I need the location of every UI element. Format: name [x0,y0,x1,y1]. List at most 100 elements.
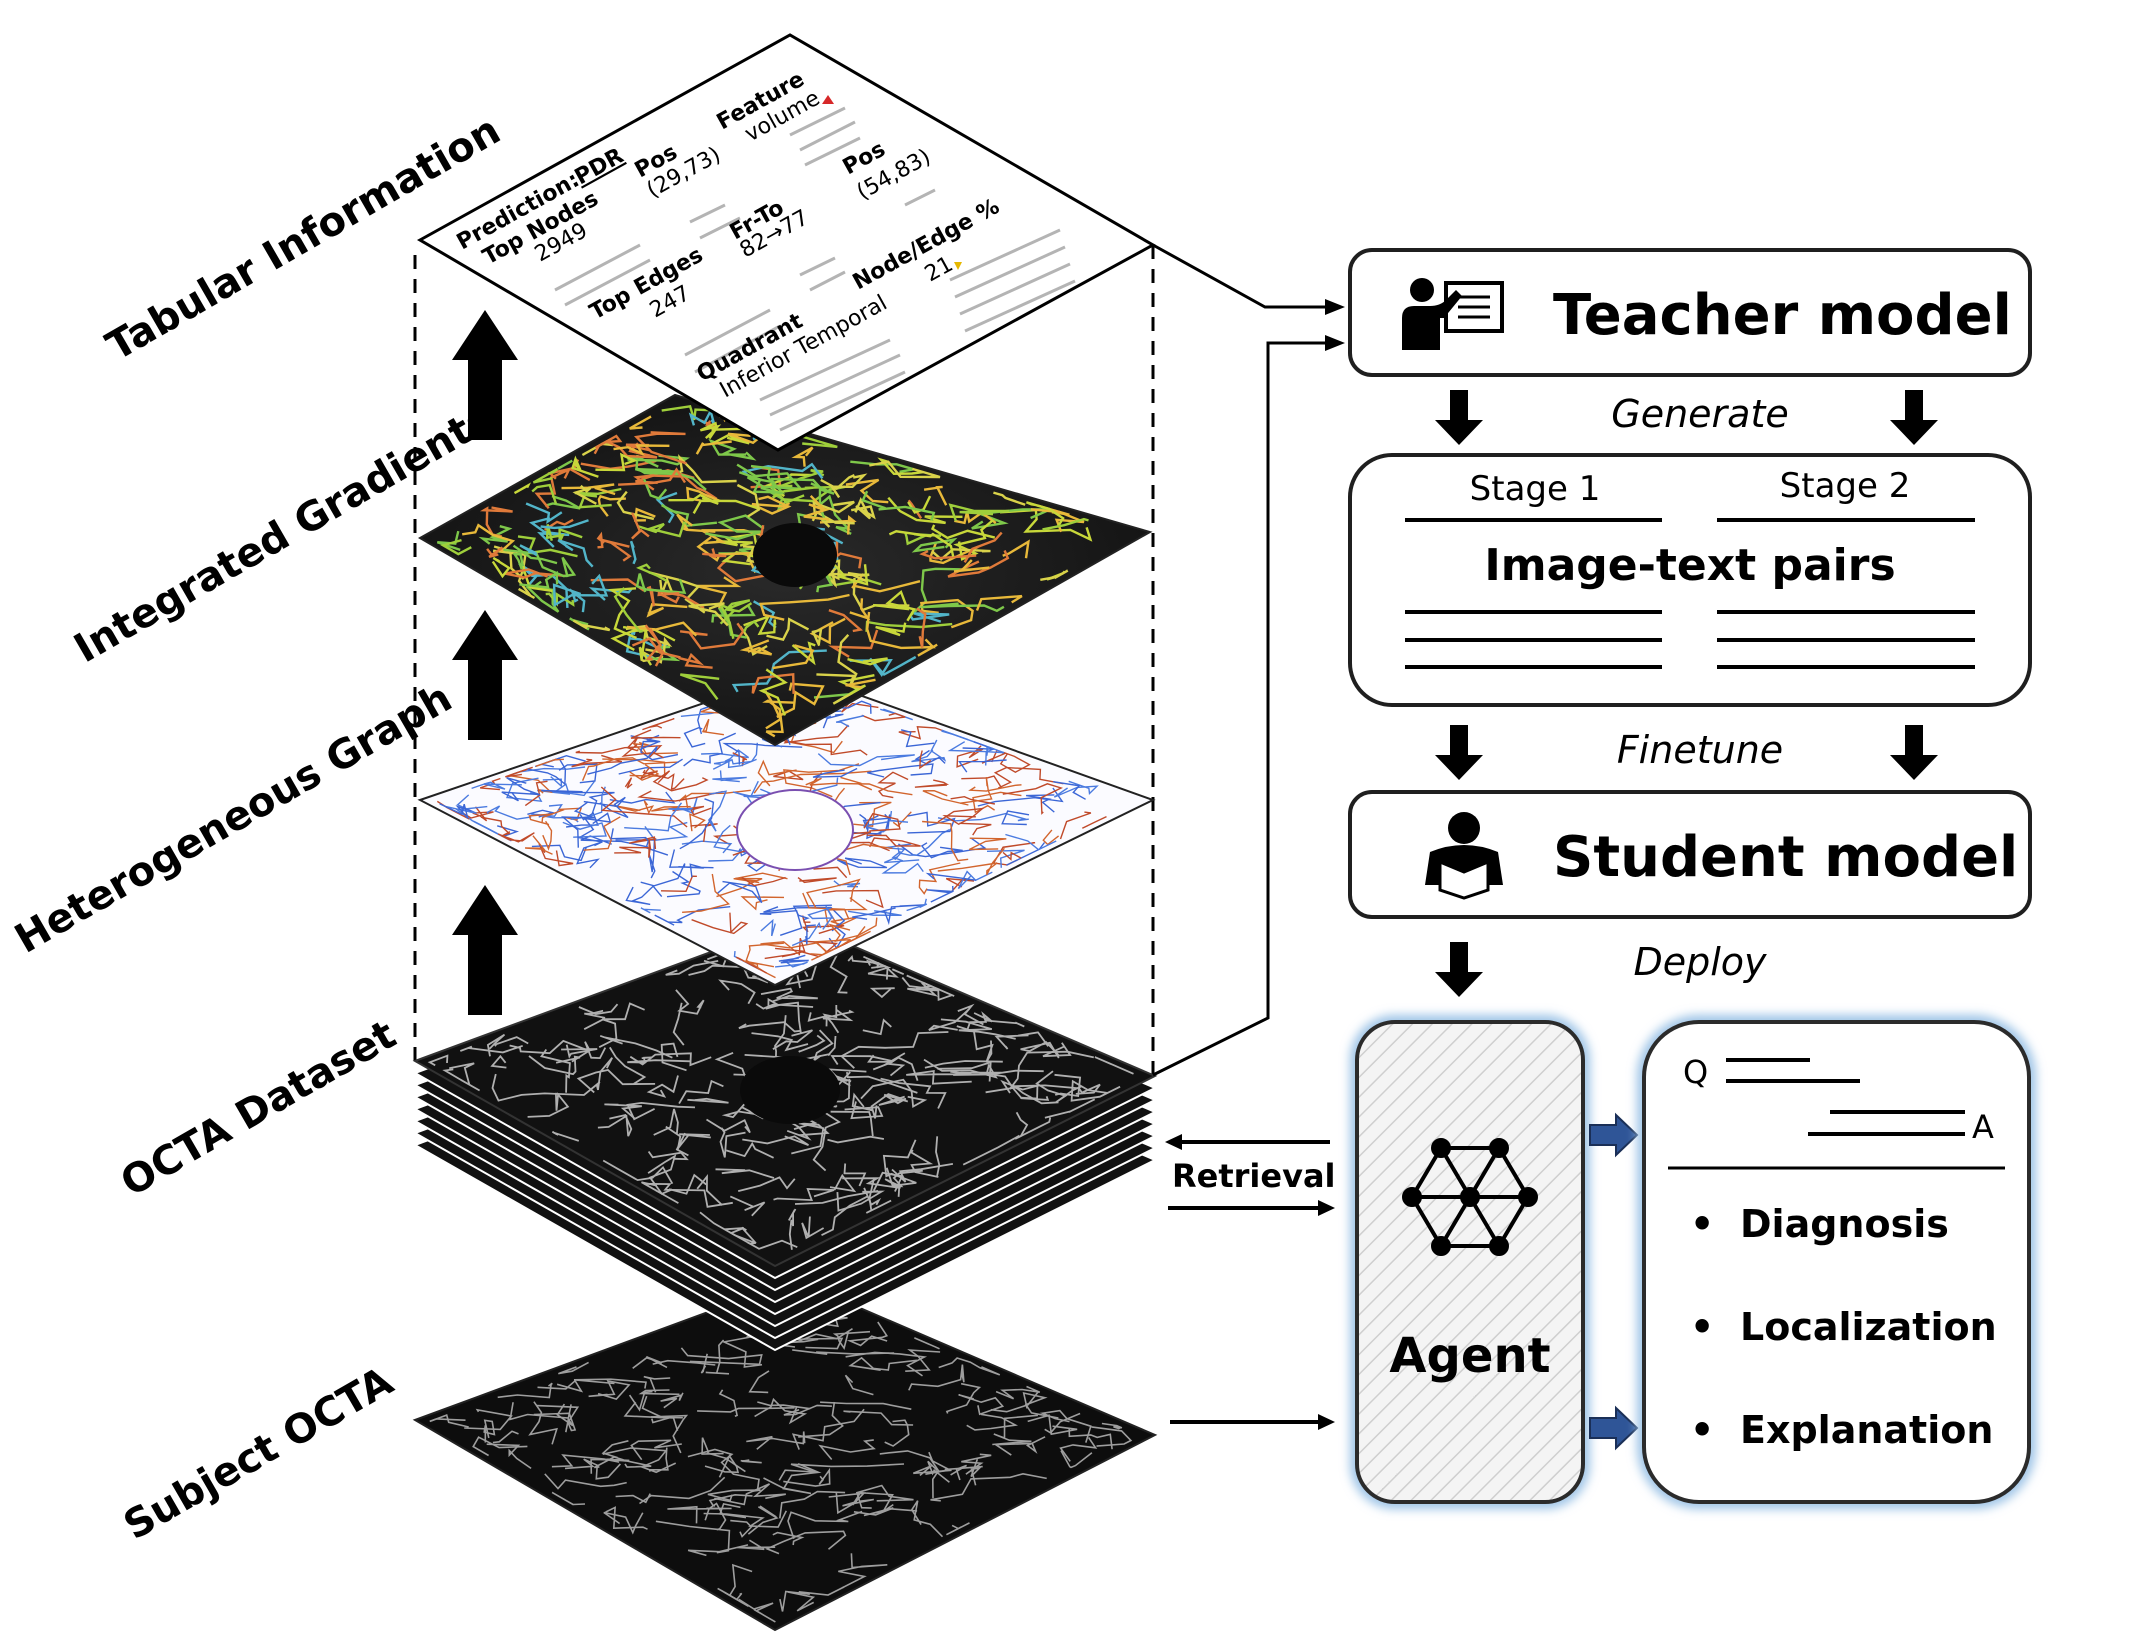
vessel-segment [963,531,1003,563]
down-arrow-icon [1435,725,1483,780]
vessel-segment [975,594,1023,611]
vessel-segment [961,1453,992,1475]
vessel-segment [758,668,788,716]
vessel-segment [632,1355,668,1369]
vessel-segment [772,1531,805,1546]
vessel-segment [828,609,863,633]
vessel-segment [970,1458,982,1486]
vessel-segment [1008,1050,1094,1090]
pipeline: Teacher model Generate Stage 1 Stage 2 I… [1348,248,2036,1509]
vessel-segment [1025,501,1065,528]
vessel-segment [529,516,570,548]
vessel-segment [666,870,701,898]
vessel-segment [928,1008,970,1031]
vessel-segment [633,431,687,465]
down-arrow-icon [1890,390,1938,445]
vessel-segment [716,878,760,898]
vessel-segment [788,1208,797,1250]
placeholder-text-line [964,279,1076,333]
vessel-segment [602,1159,674,1185]
vessel-segment [486,1033,506,1057]
vessel-segment [541,807,583,823]
vessel-segment [829,1173,857,1193]
vessel-segment [760,477,823,495]
vessel-segment [689,813,706,832]
vessel-segment [634,467,681,473]
vessel-segment [843,1163,867,1187]
vessel-segment [993,491,1026,506]
vessel-segment [629,764,660,781]
vessel-segment [821,1195,868,1237]
vessel-segment [719,1127,746,1158]
vessel-segment [725,1141,774,1159]
vessel-segment [879,1450,940,1499]
vessel-segment [1053,780,1099,798]
vessel-segment [966,1413,1019,1431]
vessel-segment [680,1347,763,1366]
vessel-segment [801,915,845,935]
stage1-label: Stage 1 [1470,469,1601,509]
placeholder-text-line [904,188,936,207]
vessel-segment [708,438,757,461]
vessel-segment [593,434,623,455]
vessel-segment [702,718,724,736]
vessel-segment [968,837,1007,851]
vessel-segment [783,1467,831,1487]
vessel-segment [1005,833,1057,851]
vessel-segment [907,982,953,1002]
vessel-segment [937,1061,992,1082]
retrieval-arrows: Retrieval [1165,1134,1336,1430]
vessel-segment [787,1510,863,1540]
vessel-segment [972,791,1022,814]
vessel-segment [845,478,889,504]
vessel-segment [961,775,1002,788]
vessel-segment [604,1103,642,1120]
vessel-segment [869,987,895,999]
vessel-segment [578,1003,619,1016]
vessel-segment [787,1591,816,1612]
vessel-segment [545,592,575,607]
vessel-segment [807,1012,828,1027]
vessel-segment [492,1430,519,1444]
vessel-segment [486,546,504,558]
vessel-segment [648,1447,669,1472]
vessel-segment [638,1389,680,1396]
vessel-segment [779,1586,845,1612]
vessel-segment [906,898,928,912]
vessel-segment [1001,810,1030,826]
vessel-segment [812,1029,834,1063]
vessel-segment [699,421,722,440]
vessel-segment [686,486,721,503]
vessel-segment [603,1511,644,1535]
vessel-segment [695,440,732,455]
vessel-segment [471,781,522,790]
vessel-segment [705,514,765,541]
vessel-segment [493,1036,529,1047]
vessel-segment [636,521,686,538]
vessel-segment [439,803,472,819]
vessel-segment [687,1448,760,1492]
vessel-segment [642,478,668,500]
vessel-segment [866,959,899,978]
vessel-segment [778,1463,905,1481]
vessel-segment [805,924,816,945]
vessel-segment [801,1216,825,1240]
vessel-segment [956,745,984,768]
vessel-segment [1027,1414,1078,1436]
vessel-segment [513,482,532,495]
vessel-segment [691,912,749,935]
vessel-segment [525,502,563,524]
vessel-segment [880,1077,947,1109]
vessel-segment [595,452,638,472]
network-icon [1402,1138,1538,1256]
arrow-right-icon [1589,1405,1639,1451]
bullet-dot: • [1690,1408,1714,1452]
finetune-step: Finetune [1435,725,1938,780]
vessel-segment [952,1069,1044,1076]
vessel-segment [486,805,532,820]
vessel-segment [910,1500,944,1538]
vessel-segment [631,637,681,659]
vessel-segment [946,1522,970,1536]
vessel-segment [764,1530,847,1555]
placeholder-text-line [779,370,906,432]
